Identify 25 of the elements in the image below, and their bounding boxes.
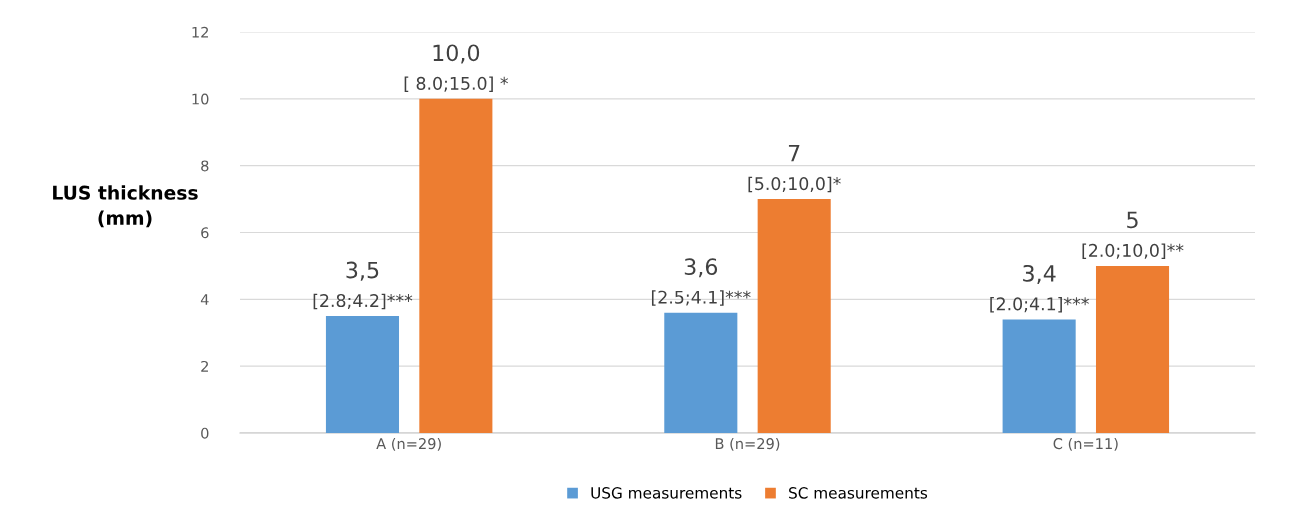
data-label: 5 [2.0;10,0]** [1082, 211, 1184, 260]
data-label: 3,5 [2.8;4.2]*** [313, 261, 413, 310]
data-label: 7 [5.0;10,0]* [748, 144, 841, 193]
x-tick-label: A (n=29) [376, 437, 441, 451]
bar [1095, 265, 1170, 433]
bar [419, 98, 493, 433]
y-tick-label: 6 [201, 227, 209, 239]
y-tick-label: 10 [192, 93, 209, 105]
legend-label: USG measurements [591, 487, 742, 499]
data-label: 10,0 [ 8.0;15.0] * [404, 44, 509, 92]
data-label: 3,4 [2.0;4.1]*** [990, 264, 1089, 313]
y-tick-label: 12 [192, 26, 208, 38]
bar [1002, 319, 1076, 433]
legend-label: SC measurements [789, 487, 928, 499]
x-tick-label: B (n=29) [715, 437, 780, 451]
y-axis-title: LUS thickness (mm) [53, 185, 198, 228]
data-label: 3,6 [2.5;4.1]*** [651, 258, 751, 306]
bar [757, 199, 831, 433]
x-tick-label: C (n=11) [1053, 437, 1118, 451]
y-tick-label: 4 [200, 294, 209, 305]
y-tick-label: 2 [201, 360, 208, 372]
bar [325, 316, 400, 433]
y-tick-label: 8 [201, 160, 209, 172]
y-tick-label: 0 [201, 427, 209, 439]
bar [664, 312, 738, 433]
